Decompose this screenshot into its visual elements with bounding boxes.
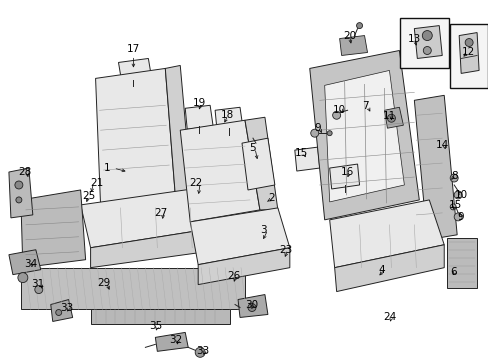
Text: 15: 15 — [295, 148, 308, 158]
Text: 8: 8 — [450, 171, 457, 181]
Circle shape — [453, 213, 461, 221]
Text: 20: 20 — [342, 31, 355, 41]
Text: 17: 17 — [126, 44, 140, 54]
Text: 23: 23 — [279, 245, 292, 255]
Polygon shape — [198, 248, 289, 285]
Text: 30: 30 — [245, 300, 258, 310]
Text: 11: 11 — [382, 111, 395, 121]
Text: 21: 21 — [90, 178, 103, 188]
Circle shape — [356, 23, 362, 28]
Bar — [447, 238, 476, 288]
Text: 5: 5 — [249, 143, 256, 153]
Bar — [21, 268, 244, 310]
Polygon shape — [90, 225, 235, 268]
Polygon shape — [413, 95, 456, 240]
Text: 22: 22 — [189, 178, 203, 188]
Text: 33: 33 — [60, 302, 73, 312]
Text: 34: 34 — [24, 259, 38, 269]
Circle shape — [15, 181, 23, 189]
Text: 33: 33 — [196, 346, 209, 356]
Text: 6: 6 — [449, 267, 456, 276]
Circle shape — [332, 111, 340, 119]
Bar — [449, 24, 487, 88]
Text: 29: 29 — [97, 278, 110, 288]
Polygon shape — [51, 300, 73, 321]
Polygon shape — [334, 245, 443, 292]
Polygon shape — [294, 147, 319, 171]
Text: 9: 9 — [457, 212, 464, 222]
Polygon shape — [238, 294, 267, 318]
Polygon shape — [9, 250, 41, 275]
Text: 19: 19 — [192, 98, 205, 108]
Circle shape — [56, 310, 61, 315]
Text: 4: 4 — [377, 265, 384, 275]
Circle shape — [422, 31, 431, 41]
Circle shape — [16, 197, 22, 203]
Polygon shape — [329, 200, 443, 268]
Polygon shape — [329, 164, 359, 189]
Text: 9: 9 — [314, 123, 321, 133]
Circle shape — [423, 46, 430, 54]
Text: 27: 27 — [154, 208, 167, 218]
Polygon shape — [190, 208, 289, 265]
Polygon shape — [215, 107, 243, 131]
Polygon shape — [309, 50, 419, 220]
Circle shape — [449, 204, 455, 210]
Polygon shape — [9, 168, 33, 218]
Text: 10: 10 — [454, 190, 467, 200]
Polygon shape — [118, 58, 152, 86]
Polygon shape — [235, 192, 260, 228]
Polygon shape — [458, 32, 478, 73]
Polygon shape — [165, 66, 192, 200]
Circle shape — [35, 285, 42, 293]
Text: 14: 14 — [435, 140, 448, 150]
Circle shape — [453, 191, 461, 199]
Circle shape — [18, 273, 28, 283]
Polygon shape — [244, 117, 277, 210]
Circle shape — [464, 39, 472, 46]
Text: 16: 16 — [340, 167, 353, 177]
Polygon shape — [21, 190, 85, 268]
Circle shape — [449, 174, 457, 182]
Text: 2: 2 — [268, 193, 275, 203]
Text: 26: 26 — [227, 271, 240, 281]
Polygon shape — [95, 68, 175, 205]
Bar — [90, 310, 229, 324]
Polygon shape — [185, 105, 213, 129]
Text: 35: 35 — [148, 321, 162, 332]
Circle shape — [386, 114, 395, 122]
Polygon shape — [242, 138, 274, 190]
Circle shape — [247, 303, 255, 311]
Text: 15: 15 — [447, 200, 461, 210]
Circle shape — [326, 131, 331, 136]
Text: 32: 32 — [169, 336, 183, 345]
Polygon shape — [384, 107, 403, 128]
Text: 18: 18 — [220, 110, 233, 120]
Text: 24: 24 — [382, 312, 395, 323]
Circle shape — [195, 347, 205, 357]
Text: 25: 25 — [82, 191, 95, 201]
Text: 13: 13 — [407, 33, 420, 44]
Text: 3: 3 — [260, 225, 266, 235]
Polygon shape — [324, 71, 404, 202]
Text: 28: 28 — [18, 167, 31, 177]
Text: 31: 31 — [31, 279, 44, 289]
Polygon shape — [180, 120, 260, 222]
Polygon shape — [155, 332, 188, 351]
Polygon shape — [81, 185, 235, 248]
Polygon shape — [413, 26, 441, 58]
Text: 1: 1 — [104, 163, 111, 173]
Bar — [400, 18, 448, 68]
Text: 12: 12 — [461, 48, 474, 58]
Polygon shape — [339, 36, 367, 55]
Text: 10: 10 — [332, 105, 346, 115]
Circle shape — [310, 129, 318, 137]
Text: 7: 7 — [362, 101, 368, 111]
